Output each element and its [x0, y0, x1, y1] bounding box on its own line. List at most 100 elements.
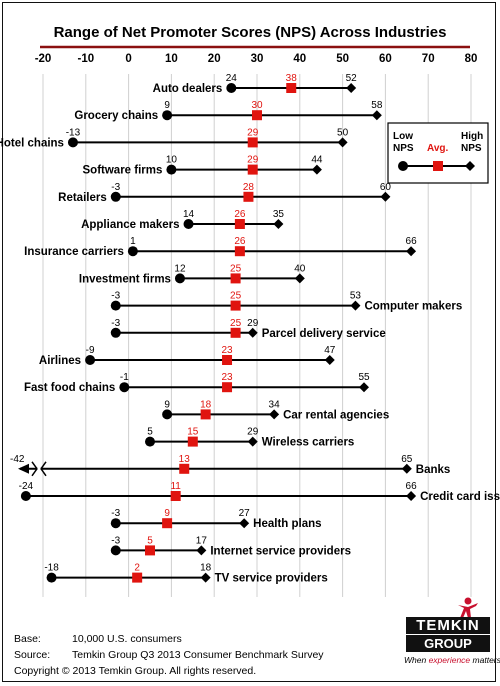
logo-tagline-post: matters — [470, 655, 500, 665]
low-marker — [166, 164, 177, 175]
high-marker — [294, 273, 305, 284]
avg-marker — [252, 110, 262, 121]
low-value-label: 9 — [164, 399, 170, 410]
low-marker — [20, 491, 31, 501]
range-row: 14 26 35 Appliance makers — [81, 209, 284, 231]
low-marker — [67, 137, 78, 148]
category-label: Hotel chains — [0, 137, 64, 149]
avg-value-label: 25 — [230, 291, 242, 302]
low-value-label: -18 — [44, 563, 59, 574]
x-tick-label: -10 — [77, 53, 94, 65]
high-marker — [273, 219, 284, 229]
category-label: Retailers — [58, 192, 107, 204]
range-row: 9 30 58 Grocery chains — [74, 100, 382, 122]
high-value-label: 40 — [294, 263, 306, 274]
low-marker — [110, 191, 121, 202]
low-value-label: 10 — [166, 155, 178, 166]
avg-marker — [200, 409, 211, 420]
high-marker — [406, 491, 417, 501]
chart-frame — [2, 2, 496, 682]
category-label: Software firms — [83, 165, 163, 177]
avg-value-label: 9 — [164, 508, 170, 519]
footer-source-key: Source: — [14, 649, 51, 661]
footer-base-value: 10,000 U.S. consumers — [72, 633, 182, 645]
legend-low-marker — [398, 161, 408, 171]
low-marker — [46, 572, 57, 583]
high-value-label: 53 — [350, 291, 362, 302]
high-marker — [406, 246, 417, 257]
low-marker — [110, 300, 121, 311]
x-tick-label: 80 — [465, 53, 478, 65]
low-value-label: 1 — [130, 236, 136, 247]
low-value-label: -3 — [111, 291, 120, 302]
footer-source-value: Temkin Group Q3 2013 Consumer Benchmark … — [72, 649, 324, 661]
avg-marker — [162, 518, 173, 529]
high-marker — [269, 409, 280, 420]
low-value-label: -3 — [111, 508, 120, 519]
low-marker — [174, 273, 185, 284]
low-value-label: -3 — [111, 318, 120, 329]
category-label: Appliance makers — [81, 219, 179, 231]
low-marker — [162, 409, 173, 420]
avg-value-label: 25 — [230, 318, 242, 329]
avg-marker — [179, 463, 190, 474]
avg-value-label: 23 — [221, 372, 233, 383]
legend-high-marker — [465, 161, 475, 171]
avg-value-label: 13 — [179, 454, 191, 465]
high-marker — [346, 83, 357, 93]
avg-value-label: 26 — [234, 236, 246, 247]
legend-high-line1: High — [461, 131, 483, 142]
high-value-label: 65 — [401, 454, 413, 465]
category-label: Parcel delivery service — [262, 328, 386, 340]
category-label: Health plans — [253, 518, 321, 530]
footer-base-key: Base: — [14, 633, 41, 645]
avg-marker — [234, 246, 245, 257]
low-marker — [85, 355, 96, 365]
high-marker — [401, 463, 412, 474]
low-value-label: 14 — [183, 209, 195, 220]
high-marker — [350, 300, 361, 311]
low-marker — [226, 83, 237, 93]
category-label: Grocery chains — [74, 110, 158, 122]
person-figure-icon — [458, 597, 478, 618]
range-row: -1 23 55 Fast food chains — [24, 372, 370, 394]
avg-value-label: 11 — [170, 481, 181, 492]
high-value-label: 29 — [247, 427, 259, 438]
category-label: TV service providers — [215, 573, 328, 585]
high-value-label: 18 — [200, 563, 212, 574]
avg-value-label: 2 — [134, 563, 140, 574]
legend-avg-marker — [433, 161, 443, 171]
category-label: Insurance carriers — [24, 246, 124, 258]
low-marker — [119, 382, 130, 393]
footer-source: Source: Temkin Group Q3 2013 Consumer Ben… — [14, 647, 324, 663]
avg-marker — [247, 137, 258, 148]
low-value-label: -1 — [120, 372, 129, 383]
high-marker — [196, 545, 207, 556]
category-label: Car rental agencies — [283, 409, 389, 421]
avg-value-label: 15 — [187, 427, 199, 438]
x-tick-label: -20 — [35, 53, 52, 65]
low-marker — [110, 327, 121, 338]
low-value-label: 24 — [226, 73, 238, 84]
x-tick-label: 60 — [379, 53, 392, 65]
low-arrow-marker — [18, 463, 29, 474]
high-marker — [324, 355, 335, 365]
avg-marker — [243, 191, 254, 202]
high-marker — [247, 436, 258, 447]
avg-value-label: 18 — [200, 399, 212, 410]
high-value-label: 50 — [337, 127, 349, 138]
low-marker — [110, 545, 121, 556]
low-marker — [183, 219, 194, 229]
high-marker — [359, 382, 369, 393]
avg-marker — [247, 164, 258, 175]
high-value-label: 34 — [269, 399, 281, 410]
legend-box — [387, 122, 489, 184]
low-value-label: 9 — [164, 100, 170, 111]
category-label: Wireless carriers — [262, 437, 355, 449]
